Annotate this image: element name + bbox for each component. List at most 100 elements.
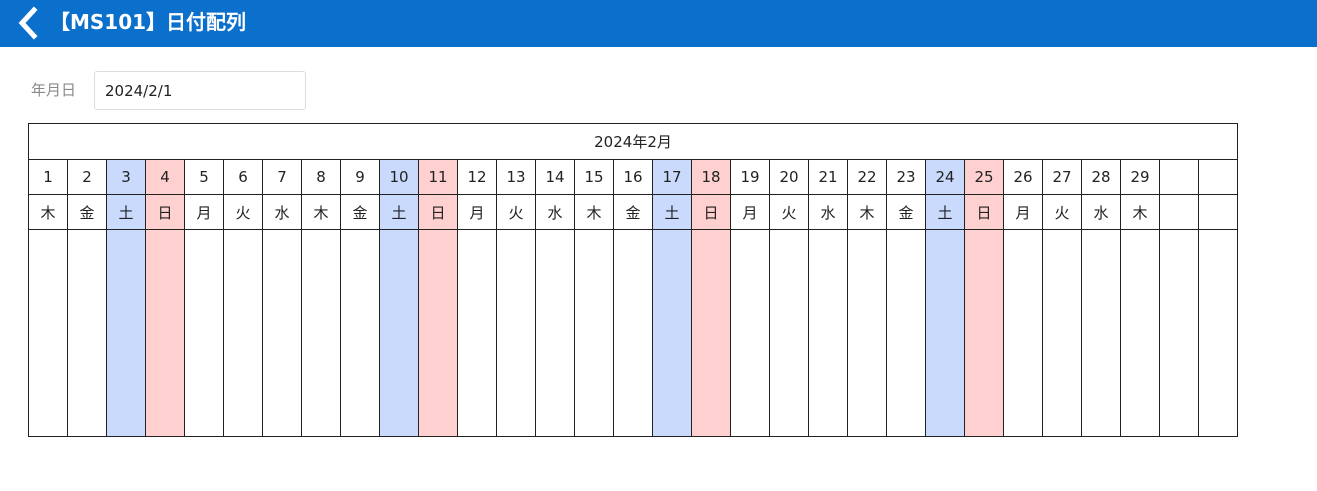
weekday-cell: 日 bbox=[418, 194, 458, 230]
day-number-cell: 5 bbox=[184, 159, 224, 195]
day-body-cell[interactable] bbox=[418, 229, 458, 437]
day-body-cell[interactable] bbox=[496, 229, 536, 437]
weekday-cell: 金 bbox=[67, 194, 107, 230]
day-body-cell[interactable] bbox=[808, 229, 848, 437]
day-body-cell[interactable] bbox=[340, 229, 380, 437]
day-body-cell[interactable] bbox=[262, 229, 302, 437]
day-number-cell: 7 bbox=[262, 159, 302, 195]
weekday-cell: 日 bbox=[964, 194, 1004, 230]
weekday-cell: 火 bbox=[223, 194, 263, 230]
day-number-cell: 16 bbox=[613, 159, 653, 195]
weekday-cell: 土 bbox=[652, 194, 692, 230]
weekday-cell bbox=[1198, 194, 1238, 230]
weekday-cell: 火 bbox=[496, 194, 536, 230]
weekday-cell: 日 bbox=[145, 194, 185, 230]
weekday-cell: 月 bbox=[1003, 194, 1043, 230]
weekday-cell: 土 bbox=[106, 194, 146, 230]
weekday-cell: 日 bbox=[691, 194, 731, 230]
weekday-cell: 月 bbox=[457, 194, 497, 230]
day-body-cell[interactable] bbox=[691, 229, 731, 437]
weekday-cell: 土 bbox=[379, 194, 419, 230]
day-body-cell[interactable] bbox=[925, 229, 965, 437]
day-number-cell: 25 bbox=[964, 159, 1004, 195]
day-body-cell[interactable] bbox=[769, 229, 809, 437]
day-number-cell bbox=[1159, 159, 1199, 195]
weekday-cell: 金 bbox=[613, 194, 653, 230]
chevron-left-icon bbox=[18, 6, 38, 40]
day-body-cell[interactable] bbox=[184, 229, 224, 437]
weekday-cell: 木 bbox=[28, 194, 68, 230]
date-input[interactable] bbox=[94, 71, 306, 110]
day-body-cell[interactable] bbox=[106, 229, 146, 437]
day-number-cell: 9 bbox=[340, 159, 380, 195]
day-number-cell: 13 bbox=[496, 159, 536, 195]
day-number-cell: 28 bbox=[1081, 159, 1121, 195]
date-label: 年月日 bbox=[31, 81, 77, 99]
day-body-cell[interactable] bbox=[886, 229, 926, 437]
day-number-cell: 17 bbox=[652, 159, 692, 195]
day-body-cell[interactable] bbox=[613, 229, 653, 437]
weekday-cell: 木 bbox=[574, 194, 614, 230]
day-body-cell[interactable] bbox=[535, 229, 575, 437]
day-number-cell: 18 bbox=[691, 159, 731, 195]
weekday-cell: 火 bbox=[1042, 194, 1082, 230]
day-body-cell[interactable] bbox=[457, 229, 497, 437]
day-number-cell: 26 bbox=[1003, 159, 1043, 195]
day-number-cell: 11 bbox=[418, 159, 458, 195]
day-body-cell[interactable] bbox=[28, 229, 68, 437]
day-body-cell[interactable] bbox=[730, 229, 770, 437]
day-body-cell[interactable] bbox=[379, 229, 419, 437]
day-body-cell[interactable] bbox=[964, 229, 1004, 437]
page-title: 【MS101】日付配列 bbox=[50, 10, 247, 34]
weekday-cell: 水 bbox=[262, 194, 302, 230]
day-body-cell[interactable] bbox=[1198, 229, 1238, 437]
day-number-cell: 22 bbox=[847, 159, 887, 195]
day-number-cell: 24 bbox=[925, 159, 965, 195]
day-number-cell: 4 bbox=[145, 159, 185, 195]
weekday-cell: 水 bbox=[808, 194, 848, 230]
day-number-cell: 10 bbox=[379, 159, 419, 195]
day-number-cell: 23 bbox=[886, 159, 926, 195]
day-body-cell[interactable] bbox=[1042, 229, 1082, 437]
day-body-cell[interactable] bbox=[1120, 229, 1160, 437]
day-body-cell[interactable] bbox=[145, 229, 185, 437]
weekday-cell: 木 bbox=[847, 194, 887, 230]
day-number-cell: 19 bbox=[730, 159, 770, 195]
weekday-cell: 月 bbox=[730, 194, 770, 230]
day-body-cell[interactable] bbox=[652, 229, 692, 437]
day-body-cell[interactable] bbox=[574, 229, 614, 437]
day-body-cell[interactable] bbox=[223, 229, 263, 437]
day-number-cell: 15 bbox=[574, 159, 614, 195]
weekday-cell: 火 bbox=[769, 194, 809, 230]
weekday-cell: 金 bbox=[340, 194, 380, 230]
day-body-cell[interactable] bbox=[1081, 229, 1121, 437]
app-header: 【MS101】日付配列 bbox=[0, 0, 1317, 47]
weekday-cell: 水 bbox=[535, 194, 575, 230]
weekday-cell: 月 bbox=[184, 194, 224, 230]
weekday-cell: 土 bbox=[925, 194, 965, 230]
day-body-cell[interactable] bbox=[847, 229, 887, 437]
day-number-cell: 2 bbox=[67, 159, 107, 195]
calendar-table: 2024年2月 1 2 3 4 5 6 7 8 9 10 11 12 13 14 15 16 17 18 19 20 2… bbox=[28, 123, 1238, 437]
month-title: 2024年2月 bbox=[28, 123, 1238, 160]
day-number-cell: 29 bbox=[1120, 159, 1160, 195]
day-number-cell: 8 bbox=[301, 159, 341, 195]
day-number-cell: 1 bbox=[28, 159, 68, 195]
day-number-cell: 27 bbox=[1042, 159, 1082, 195]
weekday-cell: 水 bbox=[1081, 194, 1121, 230]
day-body-cell[interactable] bbox=[1159, 229, 1199, 437]
day-body-cell[interactable] bbox=[1003, 229, 1043, 437]
day-number-cell: 6 bbox=[223, 159, 263, 195]
day-number-cell: 12 bbox=[457, 159, 497, 195]
day-number-cell: 20 bbox=[769, 159, 809, 195]
day-number-cell: 21 bbox=[808, 159, 848, 195]
weekday-cell: 木 bbox=[301, 194, 341, 230]
day-number-cell: 3 bbox=[106, 159, 146, 195]
back-button[interactable] bbox=[14, 6, 46, 40]
day-body-cell[interactable] bbox=[67, 229, 107, 437]
weekday-cell: 金 bbox=[886, 194, 926, 230]
weekday-cell: 木 bbox=[1120, 194, 1160, 230]
day-number-cell: 14 bbox=[535, 159, 575, 195]
day-number-cell bbox=[1198, 159, 1238, 195]
day-body-cell[interactable] bbox=[301, 229, 341, 437]
